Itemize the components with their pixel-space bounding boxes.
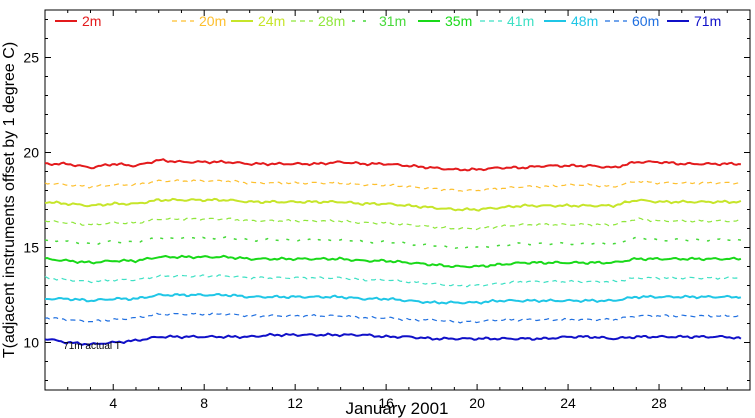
x-axis-ticks: 4 8 12 16 20 24 28: [44, 10, 751, 411]
y-tick-label: 25: [23, 50, 39, 66]
y-axis-title: T(adjacent instruments offset by 1 degre…: [1, 42, 18, 358]
x-axis-title: January 2001: [345, 399, 448, 418]
series-line-60m: [44, 312, 742, 324]
legend-item-71m: 71m: [667, 13, 721, 29]
series-line-24m: [44, 197, 742, 212]
series-line-31m: [44, 235, 741, 250]
legend-item-48m: 48m: [544, 13, 598, 29]
legend-label: 20m: [199, 13, 226, 29]
legend-item-20m: 20m: [172, 13, 226, 29]
legend-label: 48m: [571, 13, 598, 29]
series-line-35m: [44, 254, 742, 269]
legend-item-31m: 31m: [352, 13, 406, 29]
legend-label: 2m: [82, 13, 101, 29]
legend-item-28m: 28m: [291, 13, 345, 29]
series-line-2m: [44, 158, 741, 172]
legend-item-41m: 41m: [480, 13, 534, 29]
legend-label: 28m: [318, 13, 345, 29]
legend-item-35m: 35m: [418, 13, 472, 29]
legend-item-60m: 60m: [605, 13, 659, 29]
x-tick-label: 8: [200, 395, 208, 411]
series-line-71m: [44, 332, 742, 346]
legend-label: 71m: [694, 13, 721, 29]
legend: 2m 20m 24m 28m 31m 35m 41m 48m 60m 71m: [55, 13, 721, 29]
series-line-20m: [44, 179, 742, 192]
legend-label: 60m: [632, 13, 659, 29]
legend-label: 35m: [445, 13, 472, 29]
series-line-48m: [45, 293, 742, 305]
x-tick-label: 12: [287, 395, 303, 411]
legend-item-24m: 24m: [231, 13, 285, 29]
y-tick-label: 20: [23, 145, 39, 161]
y-tick-label: 15: [23, 240, 39, 256]
legend-label: 41m: [507, 13, 534, 29]
y-tick-label: 10: [23, 335, 39, 351]
x-tick-label: 28: [651, 395, 667, 411]
legend-item-2m: 2m: [55, 13, 101, 29]
y-axis-ticks: 10 15 20 25: [23, 19, 750, 381]
series-line-41m: [44, 274, 742, 288]
x-tick-label: 16: [378, 395, 394, 411]
x-tick-label: 24: [560, 395, 576, 411]
x-tick-label: 4: [109, 395, 117, 411]
plot-frame: [44, 9, 751, 391]
annotation-71m-actual-t: 71m actual T: [63, 341, 121, 352]
series-line-28m: [44, 217, 741, 231]
x-tick-label: 20: [469, 395, 485, 411]
series-lines: [44, 158, 742, 346]
legend-label: 31m: [379, 13, 406, 29]
legend-label: 24m: [258, 13, 285, 29]
